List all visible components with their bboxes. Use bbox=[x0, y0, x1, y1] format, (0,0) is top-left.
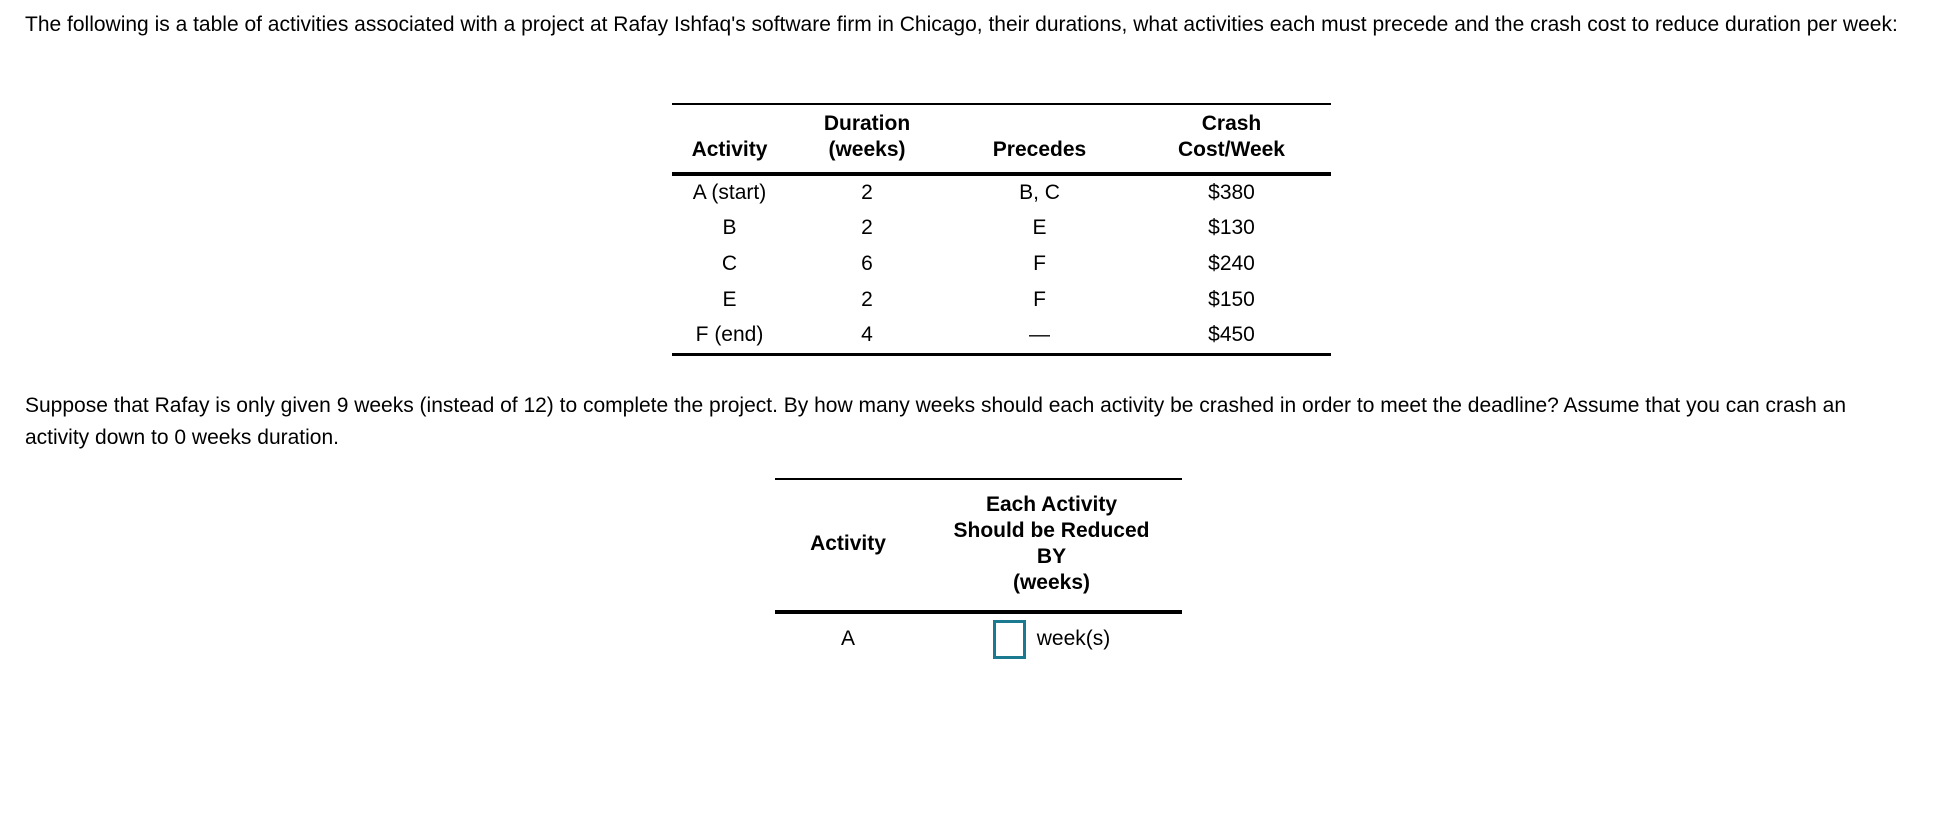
table-row: F (end) 4 — $450 bbox=[672, 318, 1331, 354]
crash-table-header-duration: Duration (weeks) bbox=[787, 104, 947, 176]
crash-cost-cell: $380 bbox=[1208, 181, 1255, 204]
weeks-unit-label: week(s) bbox=[1036, 627, 1111, 650]
crash-cost-cell: $450 bbox=[1208, 323, 1255, 347]
table-row: C 6 F $240 bbox=[672, 246, 1331, 282]
answer-activity-label: A bbox=[840, 627, 855, 650]
precedes-cell: B, C bbox=[1019, 181, 1060, 204]
activity-cell: C bbox=[721, 252, 738, 275]
answer-table-header-row: Activity Each Activity Should be Reduced… bbox=[775, 479, 1182, 614]
crash-table-header-crash-cost: Crash Cost/Week bbox=[1132, 104, 1331, 176]
precedes-cell: F bbox=[1033, 288, 1046, 311]
intro-paragraph: The following is a table of activities a… bbox=[25, 13, 1898, 36]
crash-table-header-activity: Activity bbox=[672, 104, 787, 176]
crash-cost-cell: $150 bbox=[1208, 288, 1255, 311]
crash-cost-cell: $130 bbox=[1208, 216, 1255, 239]
precedes-cell: E bbox=[1032, 216, 1047, 239]
question-paragraph: Suppose that Rafay is only given 9 weeks… bbox=[25, 394, 1847, 449]
activity-cell: B bbox=[722, 216, 737, 239]
duration-cell: 4 bbox=[861, 323, 873, 347]
activity-cell: E bbox=[722, 288, 737, 311]
answer-table-header-activity: Activity bbox=[775, 479, 921, 614]
table-row: E 2 F $150 bbox=[672, 282, 1331, 318]
crash-cost-table: Activity Duration (weeks) Precedes Crash… bbox=[672, 103, 1331, 356]
duration-cell: 6 bbox=[861, 252, 873, 275]
duration-cell: 2 bbox=[861, 288, 873, 311]
crash-cost-cell: $240 bbox=[1208, 252, 1255, 275]
answer-table: Activity Each Activity Should be Reduced… bbox=[775, 478, 1182, 664]
precedes-cell: — bbox=[1029, 323, 1050, 347]
answer-row: A week(s) bbox=[775, 612, 1182, 664]
reduction-weeks-input[interactable] bbox=[992, 619, 1026, 659]
table-row: A (start) 2 B, C $380 bbox=[672, 174, 1331, 210]
answer-input-cell: week(s) bbox=[921, 612, 1182, 664]
table-row: B 2 E $130 bbox=[672, 210, 1331, 246]
activity-cell: A (start) bbox=[692, 181, 767, 204]
crash-table-header-precedes: Precedes bbox=[947, 104, 1132, 176]
duration-cell: 2 bbox=[861, 216, 873, 239]
precedes-cell: F bbox=[1033, 252, 1046, 275]
activity-cell: F (end) bbox=[695, 323, 764, 347]
crash-table-header-row: Activity Duration (weeks) Precedes Crash… bbox=[672, 104, 1331, 176]
answer-table-header-reduction: Each Activity Should be Reduced BY (week… bbox=[921, 479, 1182, 614]
duration-cell: 2 bbox=[861, 181, 873, 204]
